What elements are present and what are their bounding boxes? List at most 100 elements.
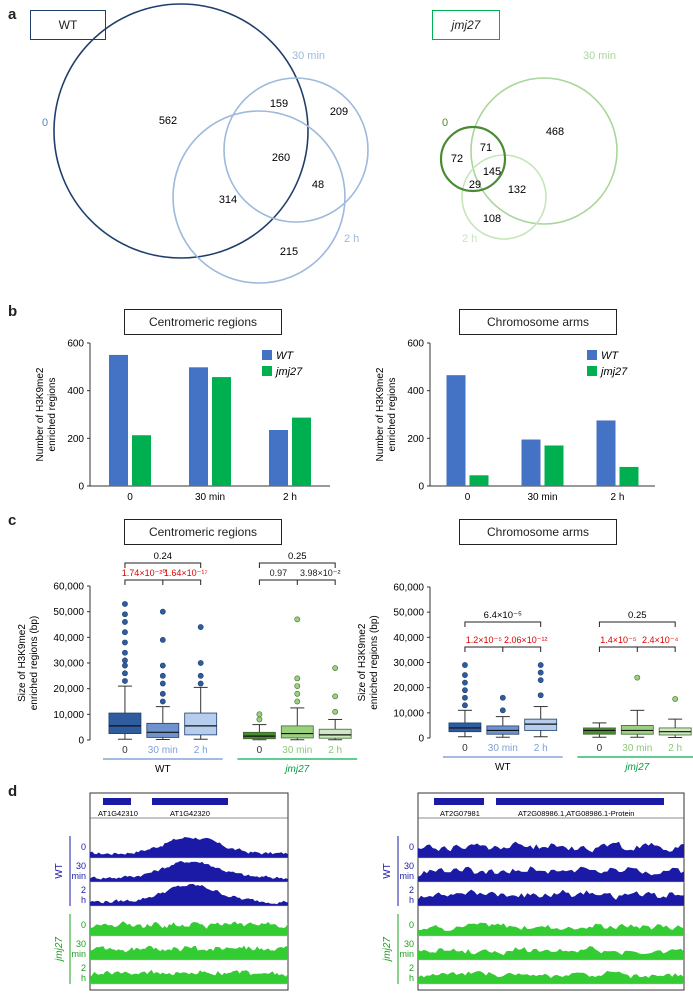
gene-name: AT1G42310 [98,809,138,818]
wt-circle-0 [53,3,309,259]
bar-chart-1-title-box: Centromeric regions [124,309,282,335]
box-y-tick-label: 60,000 [53,582,84,593]
bar-y-tick-label: 600 [407,339,424,350]
track-label: 2 [409,885,414,895]
box-y-tick-label: 10,000 [393,708,424,719]
track-label-unit: min [71,949,86,959]
wt-count-0-30: 159 [270,98,288,110]
bar-y-axis-label: Number of H3K9me2enriched regions [375,367,398,461]
track-label: 30 [76,861,86,871]
bar-x-tick-label: 2 h [283,492,297,503]
coverage-track-jmj27 [418,922,684,936]
box-y-tick-label: 0 [78,736,84,747]
bar-wt [446,375,466,486]
jmj-circle-30min [470,77,618,225]
box-outlier [332,665,339,672]
bar-y-tick-label: 0 [418,482,424,493]
stat-bracket-outer [258,562,336,568]
jmj-set-label-30min: 30 min [583,50,616,62]
panel-label-d: d [8,783,18,800]
group-label-wt: WT [54,863,65,879]
box-x-tick-label: 2 h [668,743,682,754]
box-outlier [122,619,128,625]
bar-wt [596,420,616,486]
bar-chart-2-title: Chromosome arms [486,315,590,329]
box-outlier [159,637,166,643]
box-x-tick-label: 0 [122,745,128,756]
stat-bracket-outer [598,621,676,627]
bar-x-tick-label: 30 min [195,492,225,503]
gene-model-2 [152,798,228,805]
jmj-set-label-0: 0 [442,117,448,129]
jmj-circle-0 [439,125,507,193]
box-iqr [280,725,314,739]
group-label-wt: WT [495,762,511,773]
wt-set-label-30min: 30 min [292,50,325,62]
track-label: 0 [409,920,414,930]
box-outlier [197,680,204,687]
group-label-jmj27: jmj27 [623,762,649,773]
box-iqr [243,731,276,740]
box-outlier [462,702,468,709]
bar-jmj27 [292,417,311,486]
panel-label-c: c [8,512,17,529]
bar-chart-2-title-box: Chromosome arms [459,309,617,335]
wt-count-only2h: 215 [280,246,298,258]
track-label: 0 [409,842,414,852]
box-y-tick-label: 40,000 [393,633,424,644]
coverage-track-jmj27 [418,970,684,984]
box-outlier [462,694,468,701]
coverage-track-wt [90,837,288,858]
gene-name: AT1G42320 [170,809,210,818]
box-outlier [122,657,128,664]
bar-wt [189,367,208,486]
bar-y-axis-label: Number of H3K9me2enriched regions [35,367,58,461]
stat-pvalue-outer: 0.25 [288,551,307,562]
box-outlier [294,690,301,697]
track-label: 30 [76,939,86,949]
legend-swatch-wt [262,350,272,360]
bar-chart-1-title: Centromeric regions [148,315,258,329]
box-y-tick-label: 20,000 [393,683,424,694]
box-outlier [122,601,128,607]
box-outlier [159,672,166,679]
box-outlier [159,698,166,705]
jmj-count-only2h: 108 [483,213,501,225]
box-outlier [159,680,166,687]
box-iqr [108,712,142,734]
box-y-tick-label: 60,000 [393,583,424,594]
box-x-tick-label: 30 min [622,743,652,754]
track-label: 0 [81,920,86,930]
track-label: 0 [81,842,86,852]
box-outlier [499,694,506,701]
box-outlier [499,707,506,714]
track-label: 30 [404,939,414,949]
jmj-venn-title-box: jmj27 [432,10,500,40]
wt-count-all: 260 [272,152,290,164]
bar-jmj27 [544,445,564,486]
jmj-count-only0: 72 [451,153,463,165]
box-x-tick-label: 0 [597,743,603,754]
wt-count-only30: 209 [330,106,348,118]
box-outlier [122,678,128,684]
box-outlier [122,629,128,636]
gene-model-2 [496,798,664,805]
box-outlier [537,692,544,699]
box-x-tick-label: 2 h [194,745,208,756]
box-x-tick-label: 30 min [282,745,312,756]
box-outlier [672,696,679,702]
coverage-track-jmj27 [90,921,288,936]
stat-pvalue-a: 1.74×10⁻²⁰ [122,568,167,578]
box-outlier [159,662,166,669]
gene-name: AT2G07981 [440,809,480,818]
box-outlier [122,611,128,618]
box-iqr [184,712,218,736]
wt-count-only0: 562 [159,115,177,127]
stat-pvalue-a: 1.4×10⁻⁵ [600,635,637,645]
box-outlier [122,670,128,677]
wt-count-0-2h: 314 [219,194,237,206]
box-outlier [256,711,263,718]
box-outlier [634,674,641,681]
bar-jmj27 [212,377,231,486]
bar-jmj27 [469,475,489,486]
